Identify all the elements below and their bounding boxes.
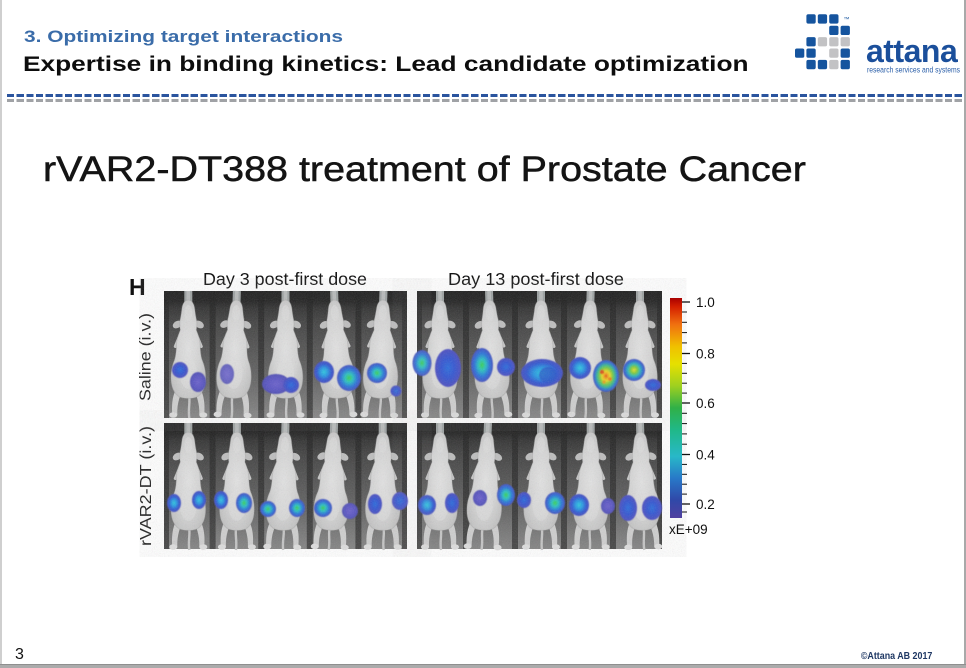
svg-text:Day 3 post-first dose: Day 3 post-first dose <box>203 269 367 289</box>
svg-text:research services and systems: research services and systems <box>867 66 960 75</box>
svg-text:1.0: 1.0 <box>696 295 715 310</box>
svg-text:rVAR2-DT (i.v.): rVAR2-DT (i.v.) <box>138 426 155 546</box>
svg-text:attana: attana <box>866 33 958 69</box>
svg-text:Day 13 post-first dose: Day 13 post-first dose <box>448 269 624 289</box>
svg-text:0.2: 0.2 <box>696 497 715 512</box>
svg-text:xE+09: xE+09 <box>669 522 708 537</box>
svg-text:0.6: 0.6 <box>696 396 715 411</box>
svg-text:H: H <box>129 274 146 300</box>
svg-text:0.4: 0.4 <box>696 448 715 463</box>
svg-text:0.8: 0.8 <box>696 347 715 362</box>
svg-text:Saline (i.v.): Saline (i.v.) <box>138 313 155 401</box>
svg-text:™: ™ <box>844 16 850 23</box>
